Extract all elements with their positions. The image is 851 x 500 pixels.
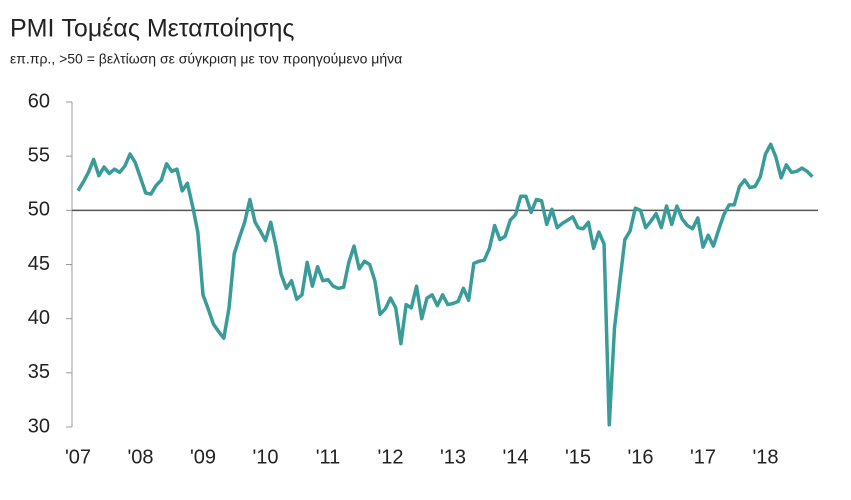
x-tick-label: '10 (252, 446, 278, 468)
x-tick-label: '08 (127, 446, 153, 468)
x-tick-label: '17 (690, 446, 716, 468)
x-tick-label: '18 (752, 446, 778, 468)
data-line (76, 142, 814, 427)
y-tick-label: 35 (28, 361, 50, 383)
y-tick-label: 40 (28, 307, 50, 329)
chart-subtitle: επ.πρ., >50 = βελτίωση σε σύγκριση με το… (10, 51, 402, 67)
y-tick-label: 50 (28, 199, 50, 221)
x-tick-label: '12 (377, 446, 403, 468)
chart-title: PMI Τομέας Μεταποίησης (10, 15, 294, 43)
x-tick-label: '11 (316, 446, 341, 468)
x-tick-label: '14 (502, 446, 528, 468)
x-tick-label: '09 (190, 446, 216, 468)
y-tick-label: 60 (28, 90, 50, 112)
x-tick-label: '13 (440, 446, 466, 468)
x-tick-label: '07 (65, 446, 91, 468)
y-tick-label: 45 (28, 253, 50, 275)
x-tick-label: '15 (565, 446, 591, 468)
y-tick-label: 55 (28, 144, 50, 166)
y-tick-label: 30 (28, 415, 50, 437)
x-tick-label: '16 (627, 446, 653, 468)
